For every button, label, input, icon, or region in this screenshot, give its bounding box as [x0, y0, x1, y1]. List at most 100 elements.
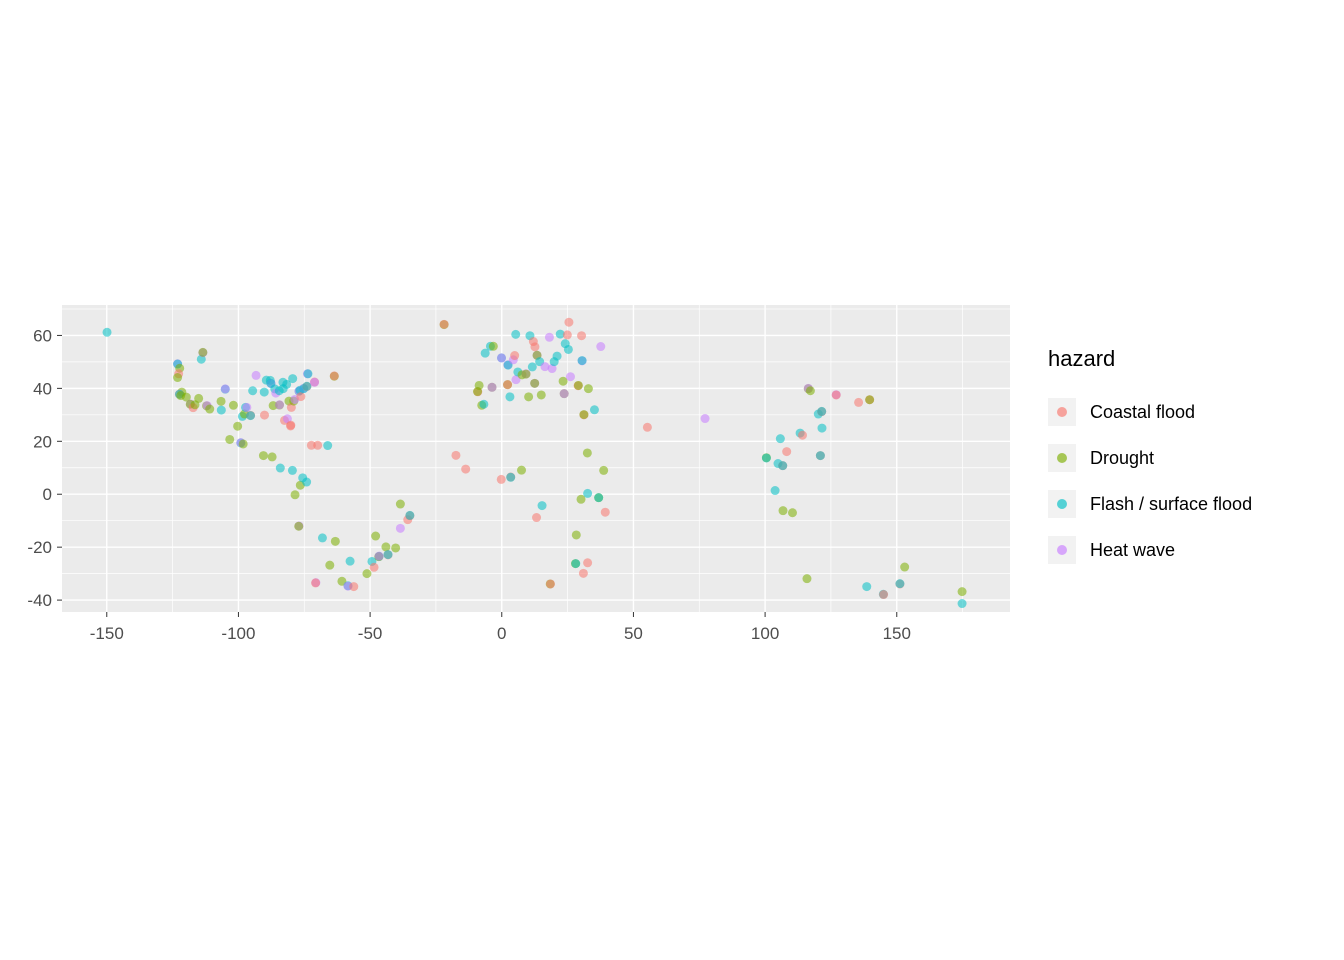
data-point: [778, 461, 788, 471]
data-point: [329, 371, 339, 381]
legend-key: [1048, 398, 1076, 426]
data-point: [306, 440, 316, 450]
data-point: [310, 377, 320, 387]
data-point: [102, 327, 112, 337]
x-tick-label: -50: [358, 624, 383, 643]
data-point: [536, 390, 546, 400]
data-point: [802, 574, 812, 584]
data-point: [228, 400, 238, 410]
data-point: [242, 402, 252, 412]
data-point: [181, 392, 191, 402]
data-point: [451, 450, 461, 460]
data-point: [582, 448, 592, 458]
data-point: [311, 578, 321, 588]
legend-label: Flash / surface flood: [1090, 493, 1253, 514]
data-point: [600, 507, 610, 517]
data-point: [642, 422, 652, 432]
heat-wave-dot-icon: [1057, 545, 1067, 555]
data-point: [282, 379, 292, 389]
data-point: [562, 330, 572, 340]
data-point: [511, 375, 521, 385]
data-point: [302, 477, 312, 487]
x-tick-label: -100: [221, 624, 255, 643]
data-point: [879, 590, 889, 600]
x-tick-label: 100: [751, 624, 779, 643]
data-point: [238, 439, 248, 449]
y-tick-label: -40: [27, 591, 52, 610]
legend-label: Drought: [1090, 447, 1155, 468]
data-point: [558, 376, 568, 386]
data-point: [294, 521, 304, 531]
legend-key: [1048, 444, 1076, 472]
data-point: [761, 453, 771, 463]
data-point: [345, 556, 355, 566]
data-point: [371, 531, 381, 541]
x-tick-label: 150: [883, 624, 911, 643]
data-point: [544, 332, 554, 342]
data-point: [488, 341, 498, 351]
data-point: [248, 386, 258, 396]
data-point: [325, 560, 335, 570]
data-point: [817, 423, 827, 433]
data-point: [439, 319, 449, 329]
legend-item-coastal-flood: Coastal flood: [1048, 398, 1338, 426]
data-point: [362, 569, 372, 579]
data-point: [288, 374, 298, 384]
data-point: [275, 400, 285, 410]
coastal-flood-dot-icon: [1057, 407, 1067, 417]
data-point: [577, 356, 587, 366]
data-point: [267, 452, 277, 462]
data-point: [577, 331, 587, 341]
data-point: [479, 399, 489, 409]
data-point: [216, 405, 226, 415]
data-point: [302, 381, 312, 391]
data-point: [578, 568, 588, 578]
data-point: [599, 465, 609, 475]
data-point: [563, 344, 573, 354]
data-point: [259, 387, 269, 397]
data-point: [583, 558, 593, 568]
data-point: [330, 536, 340, 546]
data-point: [594, 493, 604, 503]
data-point: [895, 579, 905, 589]
data-point: [571, 559, 581, 569]
data-point: [545, 579, 555, 589]
data-point: [530, 378, 540, 388]
data-point: [957, 599, 967, 609]
x-tick-label: 50: [624, 624, 643, 643]
data-point: [775, 434, 785, 444]
data-point: [527, 362, 537, 372]
drought-dot-icon: [1057, 453, 1067, 463]
data-point: [313, 440, 323, 450]
data-point: [220, 384, 230, 394]
data-point: [555, 329, 565, 339]
data-point: [173, 373, 183, 383]
y-tick-label: 60: [33, 326, 52, 345]
data-point: [383, 550, 393, 560]
data-point: [583, 488, 593, 498]
data-point: [862, 582, 872, 592]
data-point: [296, 392, 306, 402]
data-point: [831, 390, 841, 400]
data-point: [700, 414, 710, 424]
data-point: [290, 490, 300, 500]
data-point: [487, 382, 497, 392]
data-point: [900, 562, 910, 572]
legend-item-flash-surface-flood: Flash / surface flood: [1048, 490, 1338, 518]
data-point: [258, 451, 268, 461]
data-point: [579, 410, 589, 420]
data-point: [778, 506, 788, 516]
legend-title: hazard: [1048, 346, 1116, 371]
data-point: [540, 362, 550, 372]
data-point: [564, 317, 574, 327]
data-point: [505, 392, 515, 402]
data-point: [521, 369, 531, 379]
data-point: [506, 472, 516, 482]
data-point: [395, 523, 405, 533]
legend-key: [1048, 536, 1076, 564]
y-tick-label: 40: [33, 379, 52, 398]
legend-label: Coastal flood: [1090, 401, 1196, 422]
data-point: [474, 380, 484, 390]
